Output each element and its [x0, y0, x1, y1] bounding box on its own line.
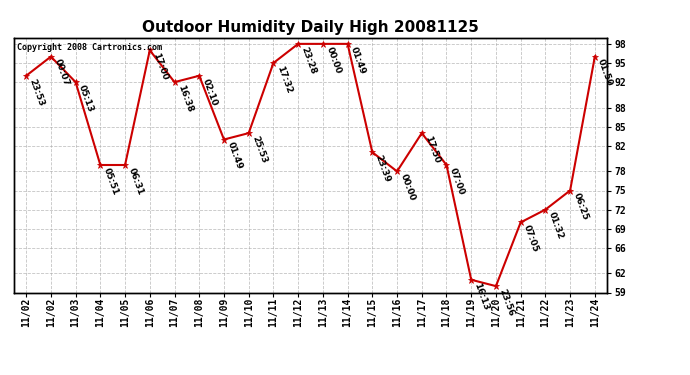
Text: 23:39: 23:39 [374, 154, 392, 184]
Title: Outdoor Humidity Daily High 20081125: Outdoor Humidity Daily High 20081125 [142, 20, 479, 35]
Text: 05:13: 05:13 [77, 84, 95, 113]
Text: 07:00: 07:00 [448, 166, 466, 196]
Text: 23:56: 23:56 [497, 288, 515, 318]
Text: 01:50: 01:50 [596, 58, 614, 88]
Text: 17:00: 17:00 [151, 52, 169, 81]
Text: 16:38: 16:38 [176, 84, 194, 114]
Text: 02:10: 02:10 [201, 77, 219, 107]
Text: Copyright 2008 Cartronics.com: Copyright 2008 Cartronics.com [17, 43, 161, 52]
Text: 05:51: 05:51 [101, 166, 120, 196]
Text: 23:53: 23:53 [28, 77, 46, 107]
Text: 16:13: 16:13 [473, 281, 491, 311]
Text: 01:49: 01:49 [226, 141, 244, 171]
Text: 00:00: 00:00 [398, 173, 417, 202]
Text: 00:00: 00:00 [324, 45, 342, 75]
Text: 25:53: 25:53 [250, 135, 268, 165]
Text: 00:07: 00:07 [52, 58, 70, 88]
Text: 06:25: 06:25 [571, 192, 590, 222]
Text: 17:32: 17:32 [275, 64, 293, 94]
Text: 01:49: 01:49 [349, 45, 367, 75]
Text: 06:31: 06:31 [126, 166, 145, 196]
Text: 23:28: 23:28 [299, 45, 318, 75]
Text: 01:32: 01:32 [546, 211, 565, 241]
Text: 17:50: 17:50 [423, 135, 442, 165]
Text: 07:05: 07:05 [522, 224, 540, 254]
